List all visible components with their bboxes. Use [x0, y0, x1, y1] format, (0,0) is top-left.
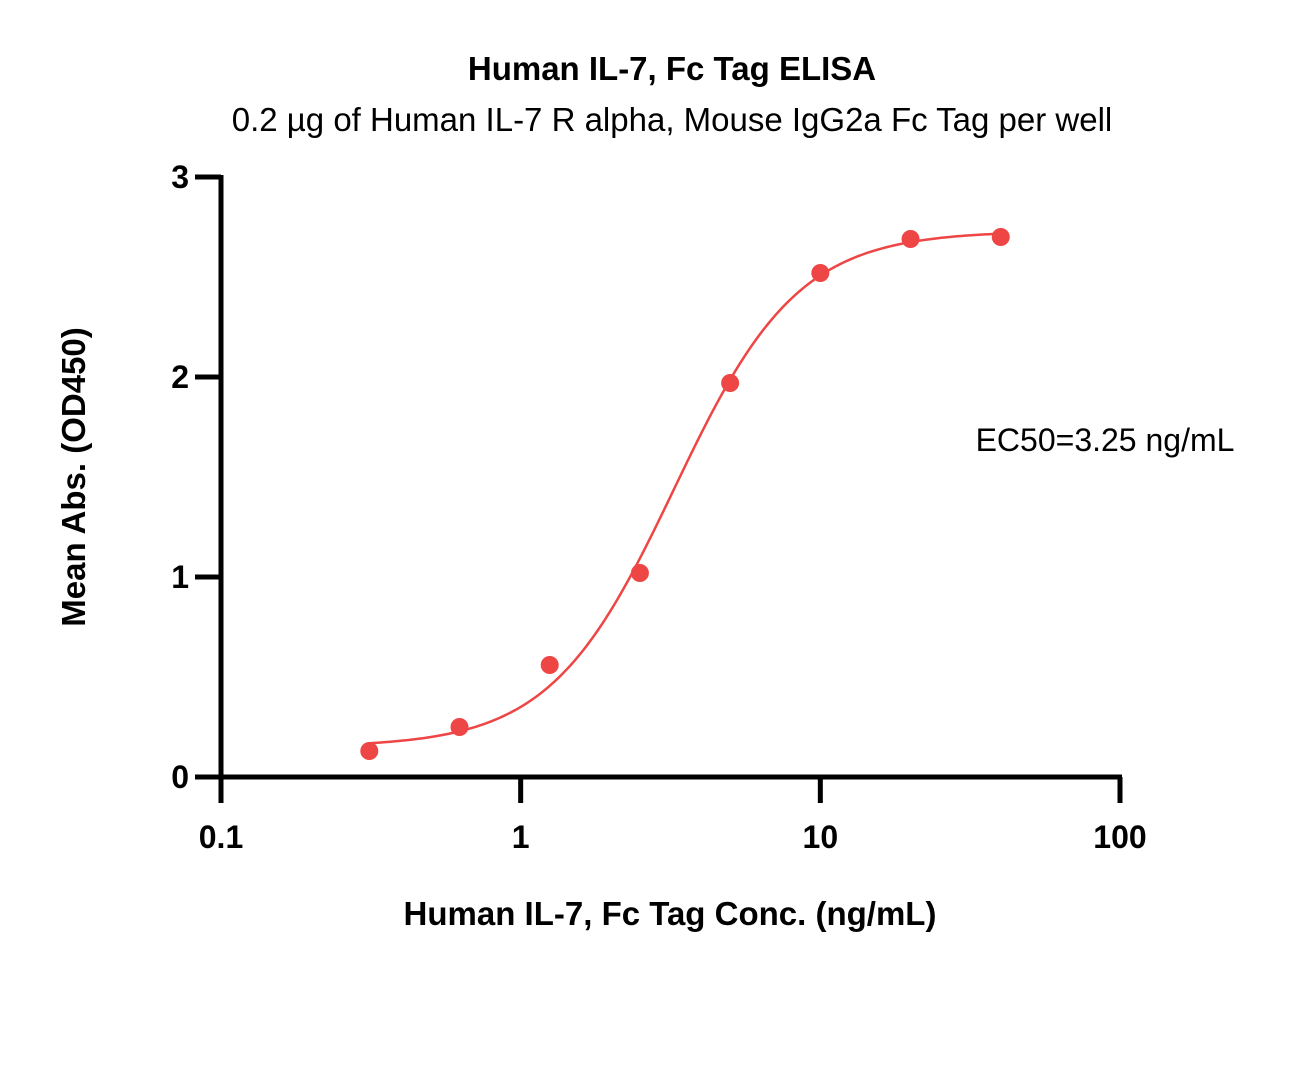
- data-point: [721, 374, 740, 392]
- y-tick-label: 1: [171, 559, 189, 595]
- data-points: [360, 228, 1010, 760]
- data-point: [630, 564, 649, 582]
- y-ticks: 0 1 2 3: [171, 159, 221, 795]
- fit-curve: [369, 232, 1001, 745]
- y-tick-label: 0: [171, 759, 189, 795]
- x-tick-label: 10: [803, 819, 839, 855]
- x-ticks: 0.1 1 10 100: [199, 777, 1147, 855]
- plot-area: [360, 228, 1010, 760]
- data-point: [901, 230, 920, 248]
- chart-subtitle: 0.2 µg of Human IL-7 R alpha, Mouse IgG2…: [232, 101, 1113, 138]
- chart-title: Human IL-7, Fc Tag ELISA: [468, 50, 876, 87]
- y-axis-title: Mean Abs. (OD450): [55, 327, 92, 627]
- x-tick-label: 0.1: [199, 819, 243, 855]
- data-point: [811, 264, 830, 282]
- x-tick-label: 100: [1093, 819, 1146, 855]
- y-tick-label: 2: [171, 359, 189, 395]
- ec50-annotation: EC50=3.25 ng/mL: [976, 422, 1235, 458]
- y-tick-label: 3: [171, 159, 189, 195]
- data-point: [540, 656, 559, 674]
- x-axis-title: Human IL-7, Fc Tag Conc. (ng/mL): [404, 895, 937, 932]
- data-point: [360, 742, 379, 760]
- data-point: [450, 718, 469, 736]
- x-tick-label: 1: [512, 819, 530, 855]
- axes: 0 1 2 3 0.1 1 10 100: [171, 159, 1146, 855]
- data-point: [991, 228, 1010, 246]
